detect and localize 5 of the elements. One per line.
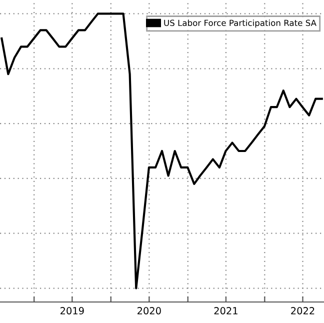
x-tick-label: 2021 [214,307,238,314]
x-tick-label: 2020 [138,307,161,314]
x-tick-label: 2019 [60,307,84,314]
legend-label: US Labor Force Participation Rate SA [164,20,316,28]
x-tick-label: 2022 [291,307,314,314]
